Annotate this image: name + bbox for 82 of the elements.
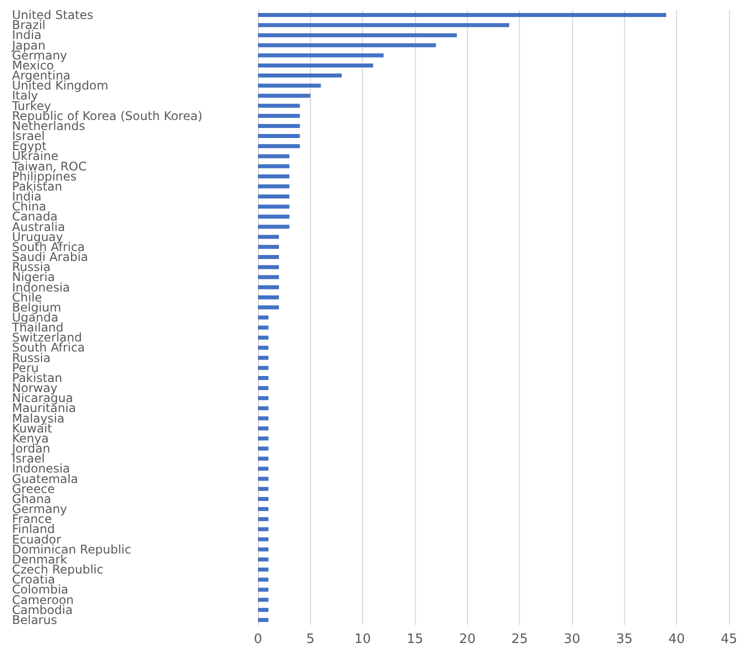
bar [258,426,268,430]
x-tick-label: 25 [511,632,528,647]
bar [258,104,300,108]
bar [258,43,436,48]
bar [258,356,268,360]
bar [258,476,268,481]
x-tick-label: 15 [406,632,424,647]
bar [258,255,279,260]
bar [258,376,268,380]
bar [258,446,268,451]
bar [258,557,268,562]
bar [258,588,268,592]
y-tick-label: Uruguay [12,230,63,244]
bar [258,507,268,512]
y-tick-label: Kenya [12,431,49,446]
bar [258,496,268,501]
y-tick-label: India [12,28,42,42]
bar [258,386,268,390]
bar [258,84,321,88]
bar [258,144,300,148]
bar [258,568,268,572]
bar [258,53,384,58]
bar [258,174,290,178]
bar [258,406,268,410]
bar [258,456,268,461]
bar [258,578,268,582]
bar [258,305,279,310]
bar [258,214,290,219]
bar [258,295,279,300]
bar [258,74,342,78]
bar [258,396,268,400]
bar [258,23,510,28]
x-tick-label: 0 [254,632,262,647]
bar [258,204,290,209]
bar [258,346,268,350]
x-tick-label: 30 [564,632,580,647]
bar [258,547,268,552]
bar [258,316,268,320]
bar [258,285,279,290]
bar [258,598,268,602]
bar [258,194,290,199]
bar [258,224,290,229]
bar [258,527,268,532]
bar [258,326,268,330]
bar [258,134,300,138]
x-tick-label: 45 [720,632,738,647]
x-tick-label: 40 [668,632,685,647]
bar [258,466,268,471]
x-tick-label: 35 [616,632,633,647]
bar [258,114,300,118]
bar [258,436,268,440]
bar [258,154,290,158]
y-tick-label: Nigeria [12,270,55,284]
y-tick-label: Argentina [12,68,71,83]
bar [258,94,310,98]
bar [258,416,268,420]
bar [258,13,666,18]
bar [258,275,279,280]
bar [258,486,268,491]
y-tick-label: Malaysia [12,411,64,426]
bar [258,618,268,622]
bar [258,336,268,340]
bar [258,244,279,249]
bar [258,234,279,239]
x-tick-label: 10 [354,632,371,647]
y-tick-label: Egypt [12,139,47,154]
x-tick-label: 5 [306,632,314,647]
bar [258,517,268,522]
bar [258,184,290,188]
bar [258,63,374,68]
bar [258,164,290,168]
y-tick-label: Belgium [12,300,62,314]
y-tick-label: Germany [12,502,68,516]
bar [258,537,268,542]
bar [258,366,268,370]
x-tick-label: 20 [459,632,476,647]
y-tick-label: Taiwan, ROC [11,159,87,174]
y-tick-label: Belarus [12,612,58,627]
bar [258,33,457,38]
bar [258,124,300,128]
bar [258,608,268,612]
bar [258,265,279,270]
